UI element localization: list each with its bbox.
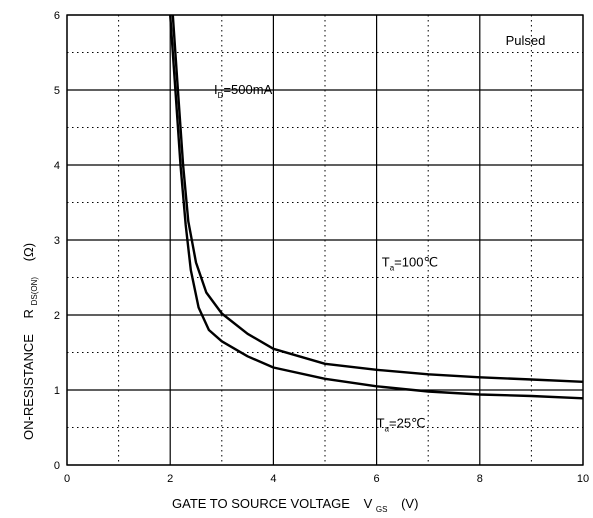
plot-frame xyxy=(66,14,584,466)
x-tick-label: 4 xyxy=(270,473,276,485)
y-tick-label: 5 xyxy=(54,85,60,97)
major-grid xyxy=(66,14,584,466)
x-axis-title: GATE TO SOURCE VOLTAGE V GS (V) xyxy=(172,496,418,515)
annotation-suffix: =25℃ xyxy=(389,416,426,431)
x-axis-title-unit: (V) xyxy=(401,496,418,511)
x-tick-labels: 0 2 4 6 8 10 xyxy=(64,473,589,485)
x-axis-title-main: GATE TO SOURCE VOLTAGE xyxy=(172,496,350,511)
y-tick-label: 0 xyxy=(54,460,60,472)
y-tick-label: 4 xyxy=(54,160,60,172)
annotation-suffix: =100℃ xyxy=(394,254,438,269)
x-tick-label: 10 xyxy=(577,473,589,485)
annotation-main: T xyxy=(382,254,390,269)
y-tick-label: 3 xyxy=(54,235,60,247)
x-tick-label: 0 xyxy=(64,473,70,485)
annotation-main: Pulsed xyxy=(506,33,546,48)
y-axis-title-unit: (Ω) xyxy=(21,243,36,261)
annotation-temp-25: Ta=25℃ xyxy=(377,416,426,434)
annotation-main: T xyxy=(377,416,385,431)
x-axis-title-symbol: V xyxy=(364,496,373,511)
y-tick-label: 2 xyxy=(54,310,60,322)
annotation-temp-100: Ta=100℃ xyxy=(382,254,438,272)
x-axis-title-subscript: GS xyxy=(376,505,388,514)
annotation-suffix: =500mA xyxy=(223,82,272,97)
x-tick-label: 2 xyxy=(167,473,173,485)
annotation-main: I xyxy=(214,82,218,97)
y-axis-title: ON-RESISTANCE R DS(ON) (Ω) xyxy=(21,243,40,440)
y-tick-label: 1 xyxy=(54,385,60,397)
annotation-subscript: a xyxy=(390,263,395,272)
series-line-ta-100 xyxy=(171,14,584,383)
y-axis-title-main: ON-RESISTANCE xyxy=(21,334,36,440)
annotation-condition: Pulsed xyxy=(506,33,546,48)
x-tick-label: 8 xyxy=(477,473,483,485)
annotation-subscript: a xyxy=(385,425,390,434)
annotation-subscript: D xyxy=(218,91,224,100)
x-tick-label: 6 xyxy=(374,473,380,485)
y-axis-title-subscript: DS(ON) xyxy=(30,277,39,306)
series-line-ta-25 xyxy=(169,14,584,400)
y-tick-label: 6 xyxy=(54,10,60,22)
data-curves xyxy=(169,14,584,400)
y-tick-labels: 0 1 2 3 4 5 6 xyxy=(54,10,60,472)
annotation-drain-current: ID=500mA xyxy=(214,82,273,100)
y-axis-title-symbol: R xyxy=(21,309,36,318)
